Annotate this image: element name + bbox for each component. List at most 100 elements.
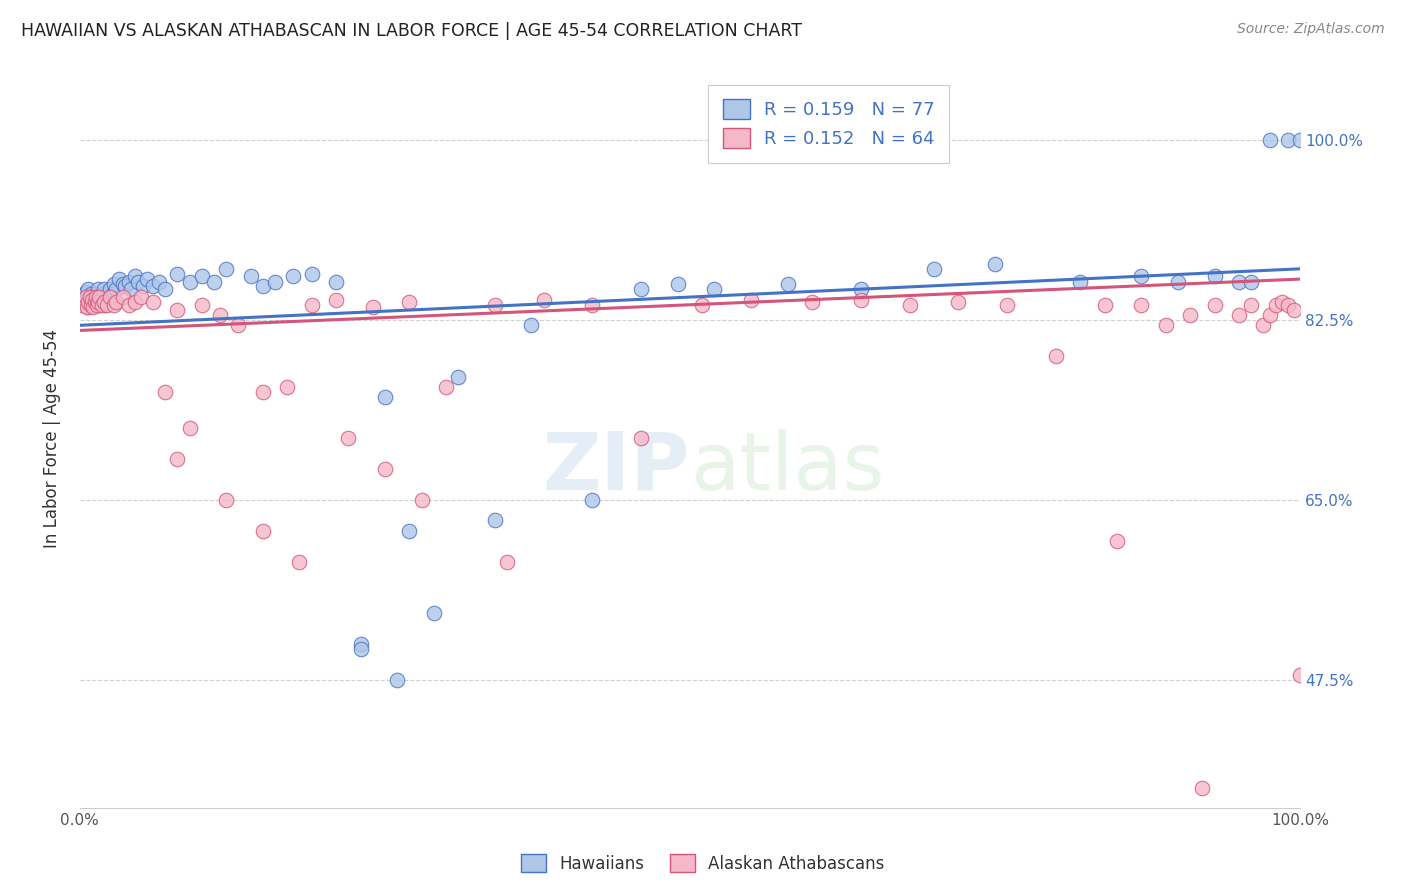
Point: [80, 293, 103, 307]
Legend: R = 0.159   N = 77, R = 0.152   N = 64: R = 0.159 N = 77, R = 0.152 N = 64: [709, 85, 949, 162]
Point: [666, 277, 689, 292]
Point: [83, 294, 105, 309]
Point: [1180, 308, 1202, 322]
Point: [239, 268, 262, 283]
Point: [82, 300, 104, 314]
Point: [325, 275, 347, 289]
Point: [132, 279, 155, 293]
Point: [77, 282, 100, 296]
Point: [1277, 298, 1299, 312]
Point: [361, 300, 384, 314]
Point: [73, 287, 96, 301]
Point: [1289, 133, 1312, 147]
Point: [776, 277, 799, 292]
Point: [90, 289, 112, 303]
Point: [1154, 318, 1177, 333]
Point: [252, 524, 274, 538]
Point: [434, 380, 457, 394]
Point: [148, 275, 170, 289]
Point: [264, 275, 287, 289]
Point: [166, 302, 188, 317]
Point: [80, 298, 103, 312]
Point: [84, 287, 107, 301]
Point: [111, 289, 134, 303]
Point: [142, 279, 165, 293]
Point: [89, 298, 111, 312]
Point: [374, 390, 396, 404]
Point: [124, 268, 146, 283]
Point: [252, 279, 274, 293]
Point: [90, 294, 112, 309]
Point: [93, 282, 115, 296]
Point: [1271, 294, 1294, 309]
Point: [288, 555, 311, 569]
Point: [77, 300, 100, 314]
Point: [1240, 275, 1263, 289]
Point: [1240, 298, 1263, 312]
Point: [800, 294, 823, 309]
Point: [1204, 298, 1226, 312]
Point: [484, 513, 506, 527]
Point: [690, 298, 713, 312]
Point: [76, 300, 98, 314]
Point: [94, 298, 117, 312]
Point: [276, 380, 298, 394]
Point: [93, 294, 115, 309]
Point: [849, 293, 872, 307]
Point: [111, 277, 134, 292]
Point: [520, 318, 543, 333]
Point: [127, 275, 149, 289]
Text: ZIP: ZIP: [543, 429, 690, 507]
Point: [120, 282, 142, 296]
Point: [948, 294, 970, 309]
Point: [385, 673, 408, 687]
Point: [96, 298, 118, 312]
Point: [124, 294, 146, 309]
Point: [75, 289, 97, 303]
Point: [496, 555, 519, 569]
Y-axis label: In Labor Force | Age 45-54: In Labor Force | Age 45-54: [44, 329, 60, 548]
Point: [374, 462, 396, 476]
Point: [96, 289, 118, 303]
Point: [301, 267, 323, 281]
Point: [100, 282, 122, 296]
Point: [922, 261, 945, 276]
Point: [79, 294, 101, 309]
Point: [118, 275, 141, 289]
Point: [301, 298, 323, 312]
Point: [703, 282, 725, 296]
Point: [215, 492, 238, 507]
Point: [1204, 268, 1226, 283]
Point: [1253, 318, 1275, 333]
Point: [80, 287, 103, 301]
Point: [337, 431, 360, 445]
Point: [118, 298, 141, 312]
Point: [1258, 133, 1281, 147]
Point: [398, 524, 420, 538]
Point: [136, 272, 159, 286]
Point: [1130, 268, 1153, 283]
Point: [1258, 308, 1281, 322]
Point: [84, 289, 107, 303]
Point: [1227, 275, 1250, 289]
Point: [849, 282, 872, 296]
Point: [209, 308, 232, 322]
Point: [166, 267, 188, 281]
Point: [984, 257, 1007, 271]
Point: [630, 282, 652, 296]
Point: [1069, 275, 1091, 289]
Point: [79, 289, 101, 303]
Point: [191, 268, 214, 283]
Point: [349, 641, 371, 656]
Point: [202, 275, 225, 289]
Point: [76, 293, 98, 307]
Point: [72, 294, 94, 309]
Point: [411, 492, 433, 507]
Point: [1277, 133, 1299, 147]
Point: [86, 298, 108, 312]
Point: [87, 289, 110, 303]
Point: [533, 293, 555, 307]
Point: [75, 298, 97, 312]
Point: [90, 298, 112, 312]
Point: [1094, 298, 1116, 312]
